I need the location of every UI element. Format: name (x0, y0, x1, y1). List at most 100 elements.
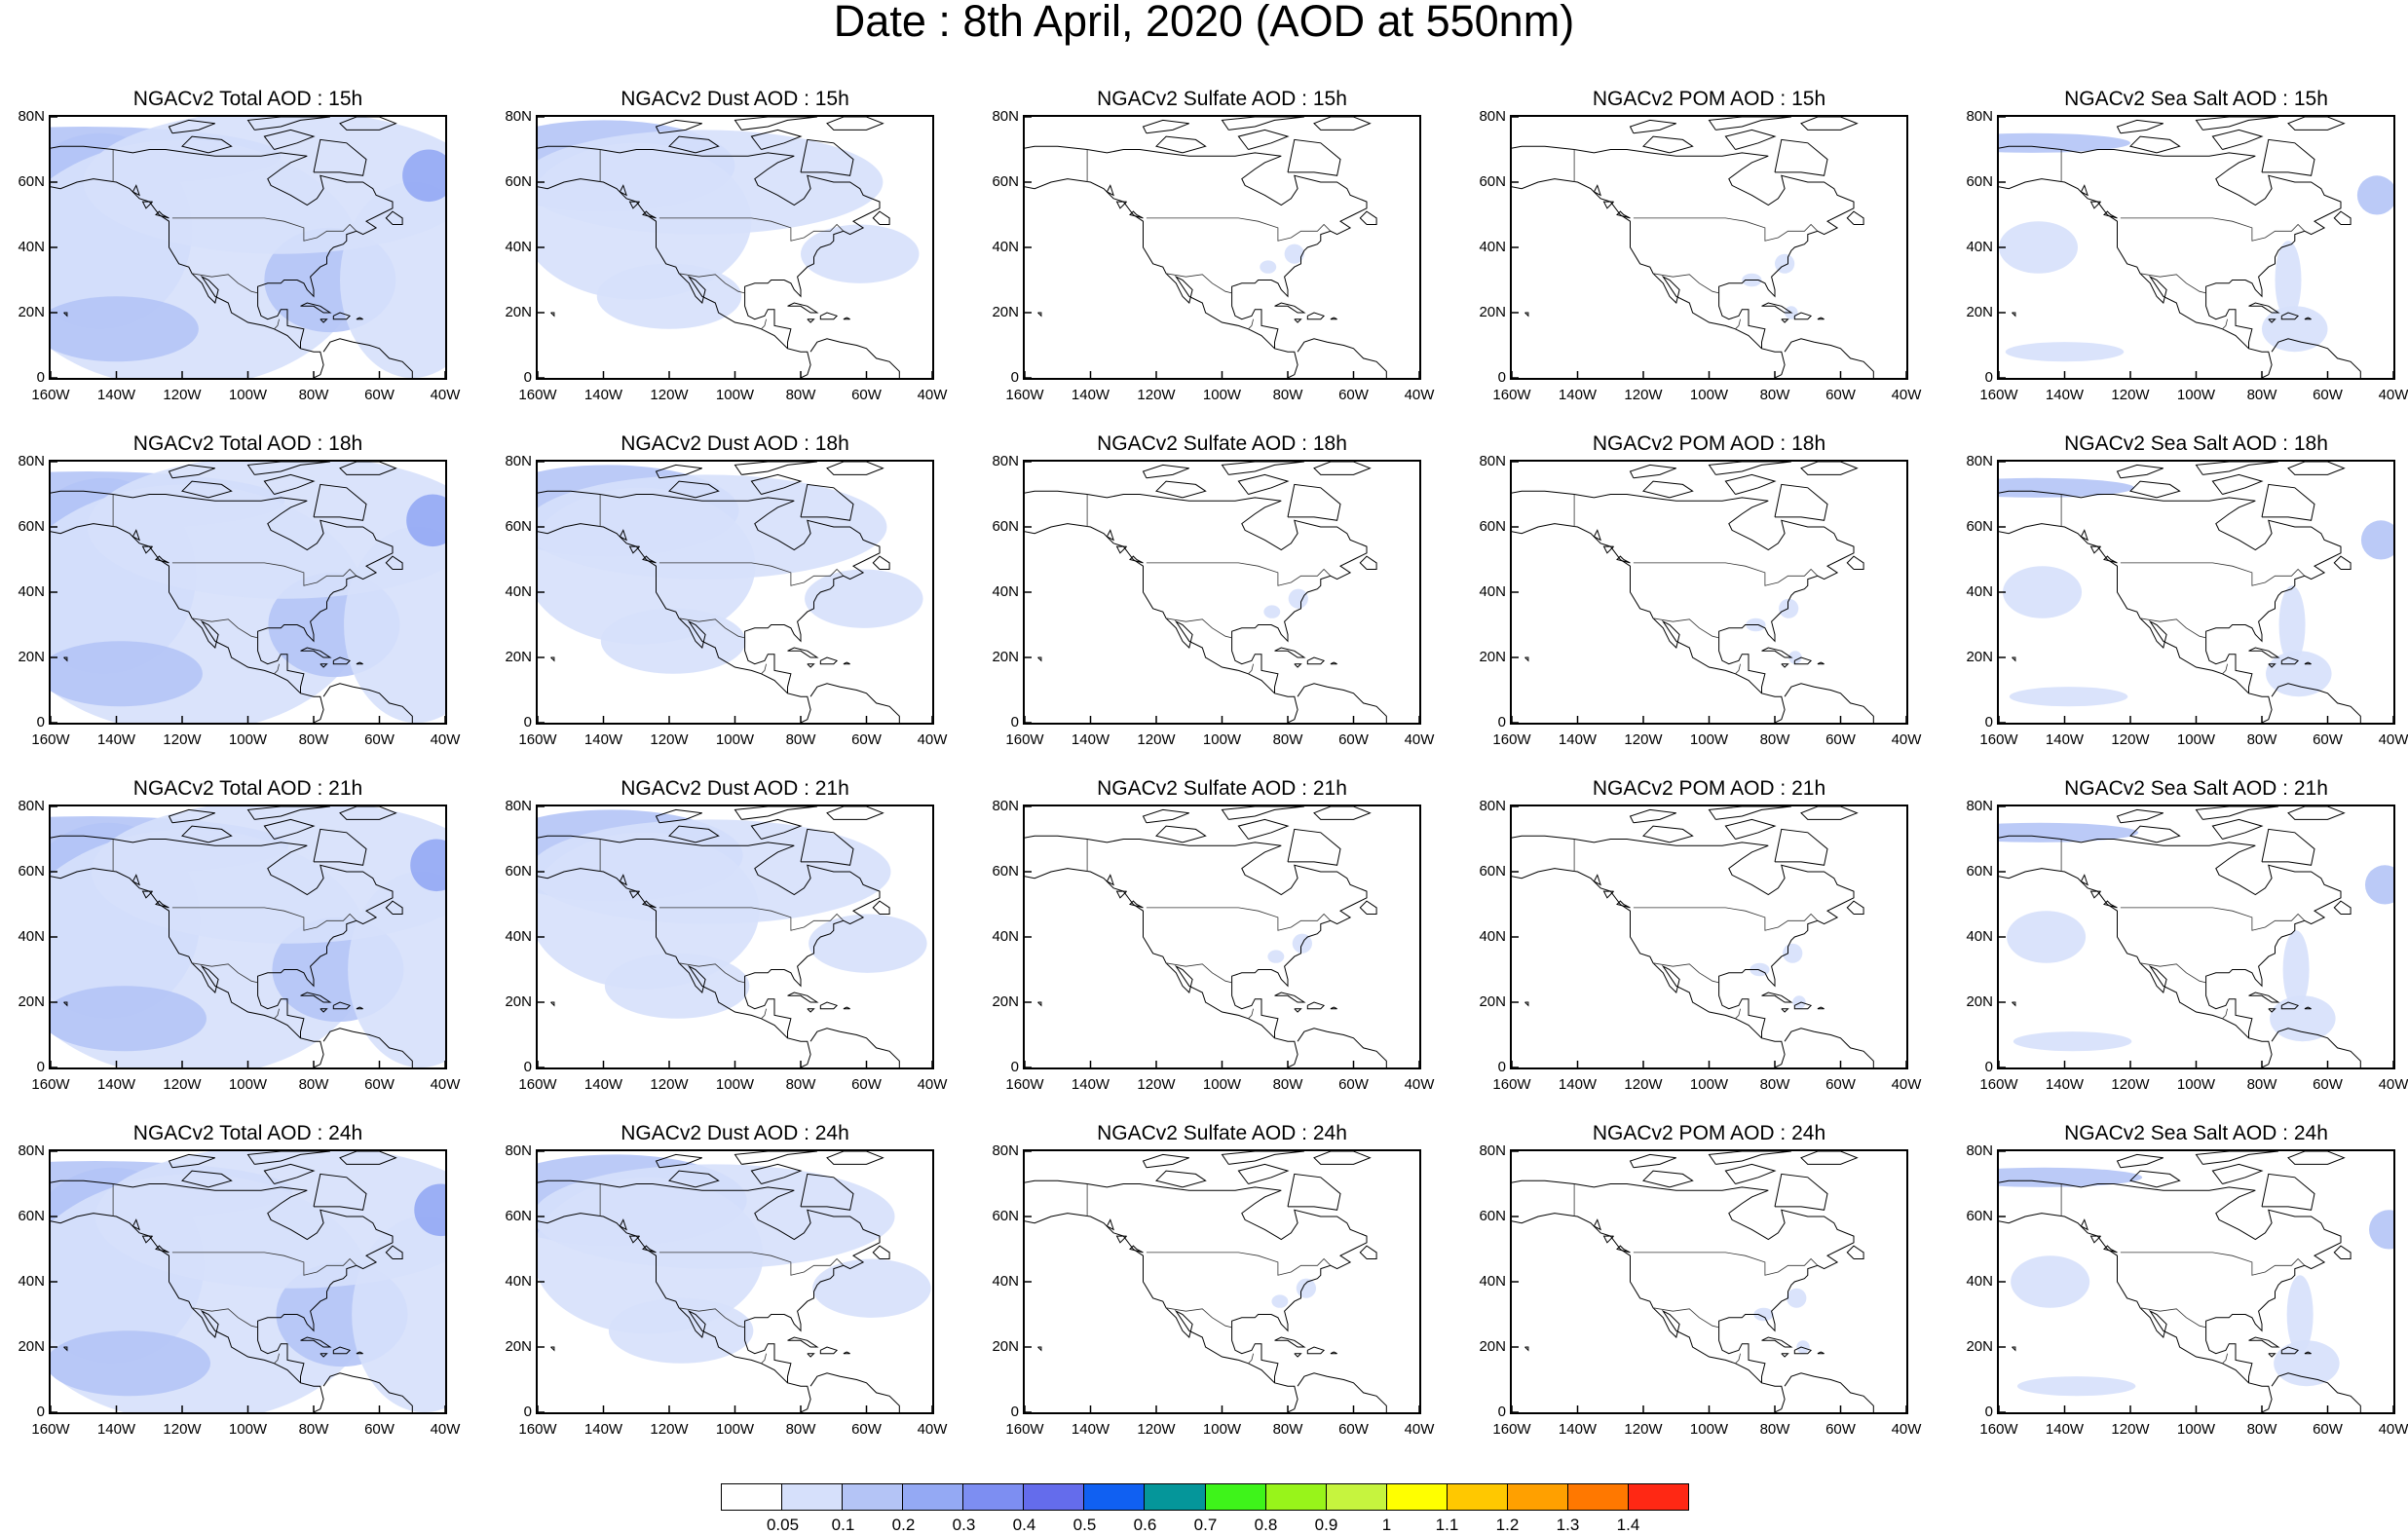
coastline (750, 473, 803, 495)
lon-tick-label: 140W (1071, 387, 1110, 403)
aod-region (2005, 342, 2125, 362)
coastline (1142, 464, 1189, 479)
coastline (1724, 129, 1777, 150)
panel-title: NGACv2 Dust AOD : 18h (621, 432, 849, 455)
coastline (1629, 119, 1676, 134)
coastline (1306, 312, 1326, 320)
coastline (300, 302, 332, 314)
lat-tick-label: 20N (992, 993, 1019, 1010)
colorbar-swatch (1024, 1484, 1085, 1510)
lat-tick-label: 20N (992, 304, 1019, 320)
panel-title: NGACv2 POM AOD : 15h (1592, 88, 1826, 110)
lon-tick-label: 80W (298, 387, 329, 403)
colorbar-label: 1.3 (1556, 1516, 1580, 1534)
map-panel-dust-18h: NGACv2 Dust AOD : 18h 80N 60N 40N 20N 0 160W 14… (505, 432, 947, 785)
lon-tick-label: 40W (2378, 1076, 2408, 1093)
country-border (2120, 1252, 2306, 1276)
lon-tick-label: 100W (1689, 1421, 1729, 1438)
coastline (619, 529, 627, 542)
coastline (2103, 1245, 2118, 1254)
coastline (1602, 1235, 1614, 1244)
country-border (171, 562, 357, 586)
lon-tick-label: 160W (31, 1421, 70, 1438)
aod-region (2270, 995, 2336, 1042)
lon-tick-label: 140W (583, 731, 623, 748)
coastline (141, 201, 153, 209)
lat-tick-label: 40N (1966, 1273, 1993, 1290)
lon-tick-label: 80W (1272, 1076, 1303, 1093)
lon-tick-label: 160W (1979, 387, 2018, 403)
lon-tick-label: 160W (1492, 1421, 1531, 1438)
lon-tick-label: 120W (1137, 387, 1176, 403)
coastline (385, 210, 403, 225)
panel-title: NGACv2 Sulfate AOD : 24h (1097, 1122, 1347, 1144)
map-canvas (1512, 806, 1906, 1067)
coastline (1593, 874, 1601, 886)
coastline (872, 210, 890, 225)
map-panel-total-21h: NGACv2 Total AOD : 21h 80N 60N 40N 20N 0 160W 1… (18, 777, 460, 1130)
coastline (1330, 1351, 1337, 1355)
coastline (1708, 462, 1791, 475)
panel-title: NGACv2 POM AOD : 24h (1592, 1122, 1826, 1144)
coastline (2280, 1346, 2300, 1355)
country-border (2140, 273, 2206, 294)
lon-tick-label: 40W (430, 731, 461, 748)
coastline (63, 1346, 68, 1352)
coastline (843, 661, 850, 665)
coastline (1037, 1001, 1042, 1007)
coastline (2211, 1163, 2264, 1184)
colorbar-swatch (1447, 1484, 1508, 1510)
lon-tick-label: 40W (430, 387, 461, 403)
map-canvas (538, 462, 932, 723)
coastline (2089, 890, 2101, 899)
coastline (1115, 890, 1127, 899)
lon-tick-label: 120W (1624, 1421, 1663, 1438)
coastline (1800, 117, 1859, 131)
coastline (332, 312, 352, 320)
aod-region (608, 1297, 754, 1364)
map-panel-dust-24h: NGACv2 Dust AOD : 24h 80N 60N 40N 20N 0 160W 14… (505, 1122, 947, 1475)
coastline (826, 806, 884, 820)
lon-tick-label: 100W (2176, 1421, 2216, 1438)
coastline (2287, 806, 2346, 820)
lon-tick-label: 120W (1624, 1076, 1663, 1093)
lat-tick-label: 60N (18, 173, 45, 190)
aod-region (340, 182, 445, 378)
lon-tick-label: 160W (31, 387, 70, 403)
map-canvas (51, 806, 445, 1067)
lon-tick-label: 140W (96, 731, 136, 748)
aod-region (2275, 241, 2302, 319)
lat-tick-label: 0 (1497, 714, 1506, 730)
coastline (1784, 1372, 1874, 1412)
colorbar-label: 1.1 (1435, 1516, 1459, 1534)
lat-tick-label: 60N (1479, 173, 1506, 190)
coastline (1512, 178, 1786, 378)
coastline (1115, 545, 1127, 554)
lat-tick-label: 20N (1479, 993, 1506, 1010)
coastline (1800, 806, 1859, 820)
aod-field (1271, 1278, 1317, 1308)
lon-tick-label: 140W (1558, 1076, 1598, 1093)
colorbar-label: 0.05 (766, 1516, 800, 1534)
lon-tick-label: 140W (1071, 1421, 1110, 1438)
lon-tick-label: 60W (1825, 1421, 1856, 1438)
country-border (1146, 217, 1332, 242)
coastline (2333, 900, 2352, 915)
coastline (332, 656, 352, 665)
lat-tick-label: 80N (18, 108, 45, 125)
coastline (2261, 828, 2315, 866)
aod-region (1271, 1294, 1289, 1308)
coastline (63, 1001, 68, 1007)
lon-tick-label: 120W (163, 387, 202, 403)
lat-tick-label: 20N (1966, 649, 1993, 665)
colorbar (721, 1483, 1689, 1511)
aod-region (1288, 588, 1308, 609)
lon-tick-label: 40W (2378, 387, 2408, 403)
map-canvas (1999, 806, 2393, 1067)
country-border (274, 1008, 280, 1020)
lon-tick-label: 60W (1338, 731, 1369, 748)
panel-title: NGACv2 Sulfate AOD : 15h (1097, 88, 1347, 110)
lat-tick-label: 40N (1966, 583, 1993, 600)
aod-region (2003, 566, 2083, 618)
coastline (300, 647, 332, 658)
